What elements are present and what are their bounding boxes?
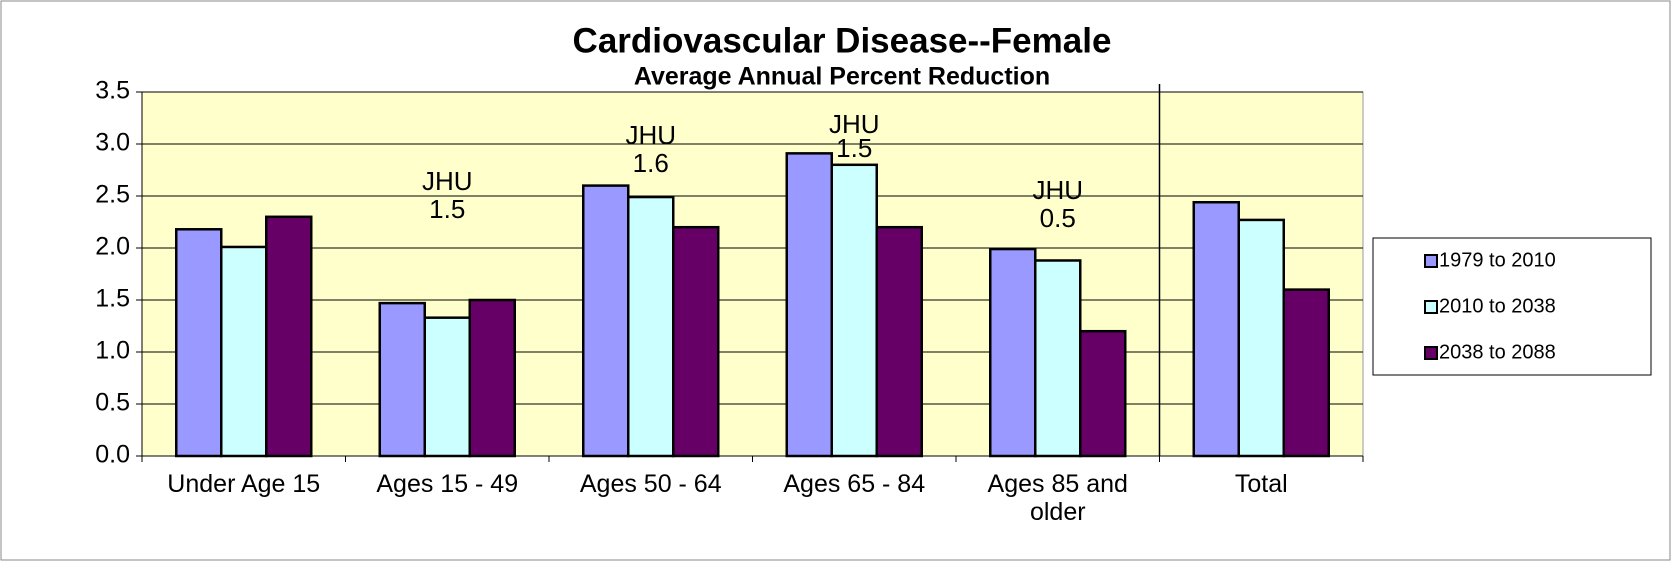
annotation: 0.5 [1040,203,1076,233]
x-tick-label: Ages 15 - 49 [376,470,519,498]
bar [1034,259,1082,458]
y-tick-label: 3.0 [95,129,130,157]
plot-area [141,91,1364,457]
annotation: 1.5 [429,194,465,224]
bar [220,245,268,458]
x-tick-label: Total [1234,470,1288,498]
legend-swatch [1424,346,1438,360]
bar [423,316,471,458]
legend-swatch [1424,254,1438,268]
bar [582,184,630,458]
annotation: 1.5 [836,133,872,163]
legend-label: 2010 to 2038 [1439,295,1556,317]
annotation: JHU [829,109,880,139]
bar [627,195,675,458]
bar [989,247,1037,458]
legend-label: 2038 to 2088 [1439,341,1556,363]
y-tick-label: 1.5 [95,285,130,313]
y-tick-label: 3.5 [95,77,130,105]
x-tick-label: Ages 65 - 84 [783,470,926,498]
annotation: 1.6 [633,148,669,178]
legend-label: 1979 to 2010 [1439,249,1556,271]
bar [1192,200,1240,458]
y-tick-label: 2.0 [95,233,130,261]
legend-box [1372,237,1652,376]
x-tick-label: Ages 50 - 64 [579,470,722,498]
annotation: JHU [625,120,676,150]
y-tick-label: 0.5 [95,389,130,417]
bar [468,298,516,458]
bar [875,225,923,458]
bar [830,163,878,458]
legend-swatch [1424,300,1438,314]
bar [175,228,223,458]
bar [672,225,720,458]
bar [785,152,833,458]
annotation: JHU [422,166,473,196]
bar [1237,218,1285,458]
chart-subtitle: Average Annual Percent Reduction [634,63,1050,91]
bar [265,215,313,458]
y-tick-label: 1.0 [95,337,130,365]
x-tick-label: Under Age 15 [167,470,321,498]
bar [1079,329,1127,458]
annotation: JHU [1032,175,1083,205]
y-tick-label: 2.5 [95,181,130,209]
bar [1282,288,1330,458]
y-tick-label: 0.0 [95,441,130,469]
chart-title: Cardiovascular Disease--Female [573,21,1112,60]
bar [378,301,426,458]
x-tick-label: Ages 85 and older [987,470,1128,526]
